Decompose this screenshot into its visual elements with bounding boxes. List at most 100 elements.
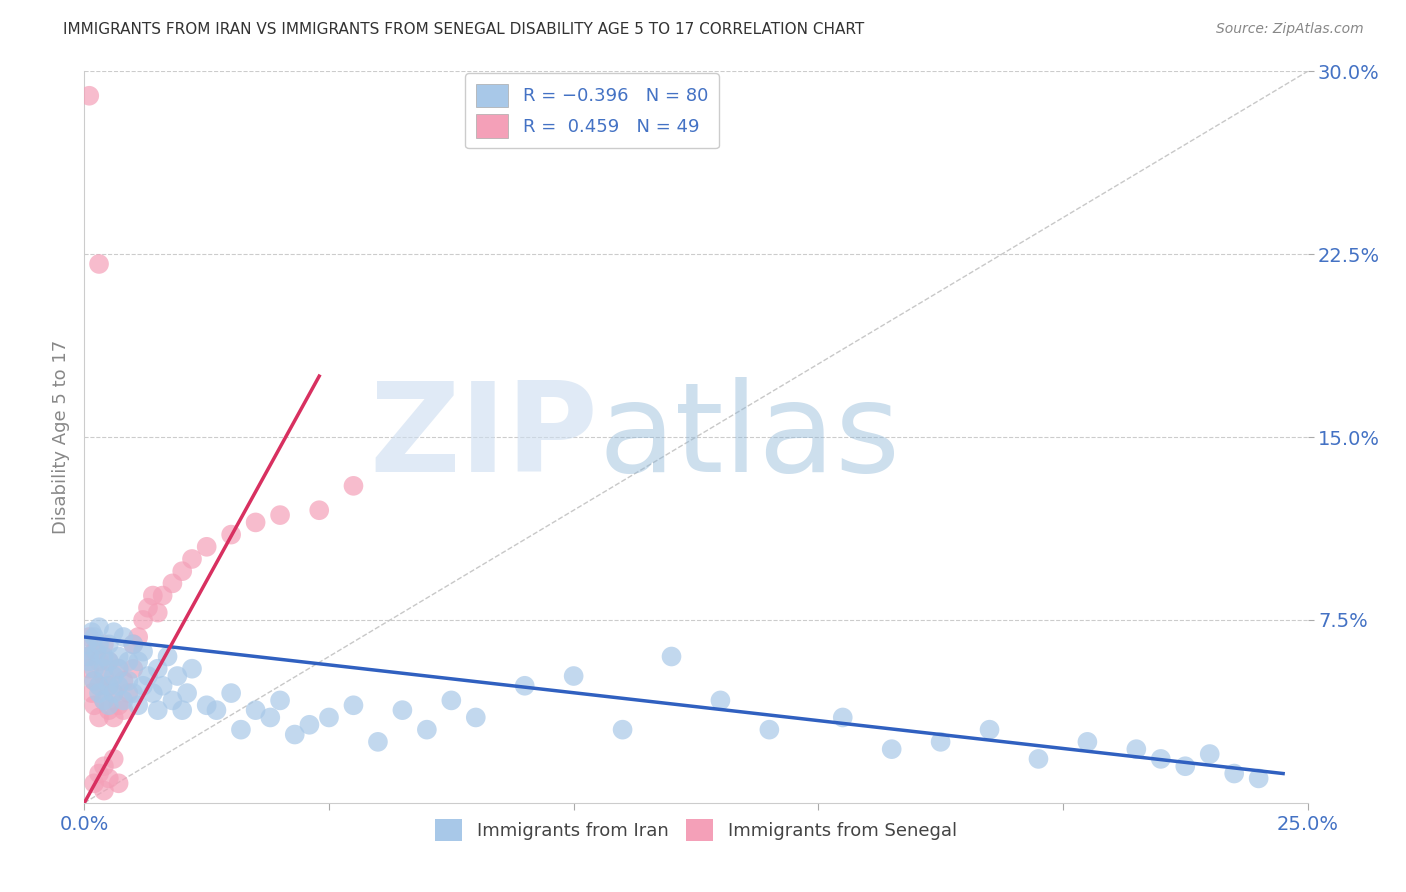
Point	[97, 703, 120, 717]
Point	[97, 679, 120, 693]
Point	[1125, 742, 1147, 756]
Point	[93, 759, 115, 773]
Point	[156, 649, 179, 664]
Point	[1223, 766, 1246, 780]
Point	[172, 564, 194, 578]
Point	[97, 654, 120, 668]
Point	[117, 673, 139, 688]
Text: Source: ZipAtlas.com: Source: ZipAtlas.com	[1216, 22, 1364, 37]
Point	[97, 637, 120, 651]
Text: atlas: atlas	[598, 376, 900, 498]
Point	[127, 654, 149, 668]
Point	[152, 679, 174, 693]
Point	[318, 710, 340, 724]
Point	[103, 686, 125, 700]
Point	[112, 673, 135, 688]
Point	[77, 649, 100, 664]
Point	[464, 710, 486, 724]
Point	[308, 503, 330, 517]
Point	[219, 686, 242, 700]
Point	[83, 698, 105, 713]
Point	[107, 649, 129, 664]
Point	[107, 679, 129, 693]
Point	[87, 654, 110, 668]
Point	[93, 669, 115, 683]
Point	[513, 679, 536, 693]
Text: IMMIGRANTS FROM IRAN VS IMMIGRANTS FROM SENEGAL DISABILITY AGE 5 TO 17 CORRELATI: IMMIGRANTS FROM IRAN VS IMMIGRANTS FROM …	[63, 22, 865, 37]
Point	[93, 783, 115, 797]
Point	[245, 516, 267, 530]
Point	[117, 654, 139, 668]
Point	[103, 710, 125, 724]
Point	[103, 669, 125, 683]
Point	[259, 710, 281, 724]
Point	[1028, 752, 1050, 766]
Point	[172, 703, 194, 717]
Point	[93, 637, 115, 651]
Point	[136, 600, 159, 615]
Point	[245, 703, 267, 717]
Point	[127, 698, 149, 713]
Point	[162, 693, 184, 707]
Point	[880, 742, 903, 756]
Point	[132, 645, 155, 659]
Point	[107, 776, 129, 790]
Point	[97, 698, 120, 713]
Point	[93, 649, 115, 664]
Point	[83, 776, 105, 790]
Point	[112, 630, 135, 644]
Point	[107, 662, 129, 676]
Point	[661, 649, 683, 664]
Point	[97, 772, 120, 786]
Point	[86, 645, 108, 659]
Point	[80, 625, 103, 640]
Point	[122, 637, 145, 651]
Point	[87, 620, 110, 634]
Point	[127, 630, 149, 644]
Point	[122, 662, 145, 676]
Point	[103, 686, 125, 700]
Point	[97, 679, 120, 693]
Point	[152, 589, 174, 603]
Point	[709, 693, 731, 707]
Point	[1076, 735, 1098, 749]
Point	[107, 662, 129, 676]
Point	[87, 679, 110, 693]
Point	[136, 669, 159, 683]
Legend: Immigrants from Iran, Immigrants from Senegal: Immigrants from Iran, Immigrants from Se…	[427, 812, 965, 848]
Text: ZIP: ZIP	[370, 376, 598, 498]
Point	[929, 735, 952, 749]
Point	[76, 649, 98, 664]
Point	[80, 686, 103, 700]
Point	[83, 645, 105, 659]
Point	[132, 613, 155, 627]
Point	[112, 703, 135, 717]
Point	[142, 589, 165, 603]
Point	[831, 710, 853, 724]
Point	[97, 654, 120, 668]
Point	[146, 606, 169, 620]
Point	[122, 686, 145, 700]
Point	[117, 686, 139, 700]
Point	[87, 686, 110, 700]
Point	[83, 630, 105, 644]
Point	[87, 679, 110, 693]
Point	[87, 766, 110, 780]
Point	[146, 703, 169, 717]
Point	[77, 662, 100, 676]
Point	[1150, 752, 1173, 766]
Point	[1174, 759, 1197, 773]
Point	[87, 637, 110, 651]
Point	[93, 693, 115, 707]
Point	[612, 723, 634, 737]
Point	[391, 703, 413, 717]
Point	[181, 662, 204, 676]
Point	[416, 723, 439, 737]
Point	[979, 723, 1001, 737]
Point	[122, 637, 145, 651]
Point	[103, 625, 125, 640]
Point	[83, 673, 105, 688]
Point	[229, 723, 252, 737]
Point	[269, 693, 291, 707]
Point	[83, 673, 105, 688]
